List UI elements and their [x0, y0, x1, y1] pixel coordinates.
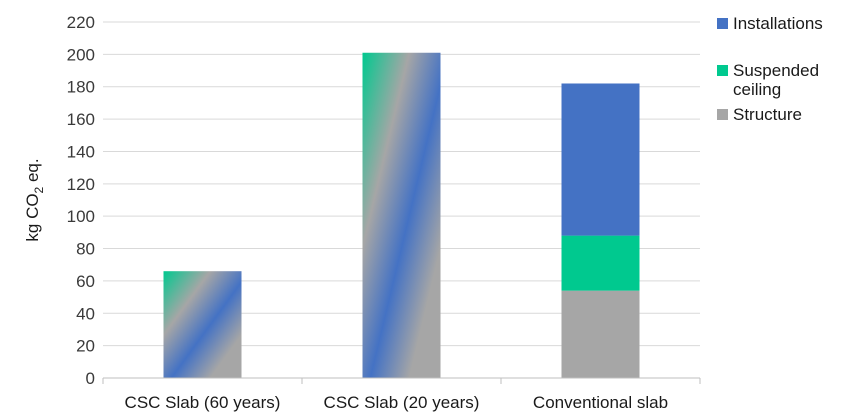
y-tick-label: 200: [67, 45, 95, 64]
bar-segment-installations: [561, 83, 640, 236]
legend-label: Structure: [733, 105, 802, 124]
y-tick-label: 60: [76, 272, 95, 291]
legend-label-line: Suspended: [733, 61, 819, 80]
bar-segment-structure: [163, 271, 242, 378]
legend-label: Suspended ceiling: [733, 61, 819, 99]
x-axis: [102, 377, 701, 384]
y-tick-label: 20: [76, 337, 95, 356]
y-tick-label: 40: [76, 304, 95, 323]
bars: [163, 52, 640, 378]
category-label: CSC Slab (20 years): [324, 393, 480, 412]
legend-label: Installations: [733, 14, 823, 33]
y-tick-label: 120: [67, 175, 95, 194]
legend-swatch: [717, 65, 728, 76]
legend-label-line: ceiling: [733, 80, 781, 99]
legend-label-line: Installations: [733, 14, 823, 33]
legend-swatch: [717, 109, 728, 120]
legend-label-line: Structure: [733, 105, 802, 124]
y-tick-label: 140: [67, 142, 95, 161]
category-labels: CSC Slab (60 years) CSC Slab (20 years) Co…: [125, 393, 669, 412]
bar-segment-suspended-ceiling: [561, 235, 640, 291]
y-tick-labels: 0 20 40 60 80 100 120 140 160 180 200 220: [67, 13, 95, 388]
y-axis-label-subscript: 2: [32, 186, 46, 193]
y-tick-label: 160: [67, 110, 95, 129]
bar-segment-structure: [362, 52, 441, 378]
legend-swatch: [717, 18, 728, 29]
legend: Installations Suspended ceiling Structure: [717, 14, 823, 124]
bar-segment-structure: [561, 290, 640, 378]
category-label: CSC Slab (60 years): [125, 393, 281, 412]
y-tick-label: 80: [76, 240, 95, 259]
y-tick-label: 0: [86, 369, 95, 388]
y-axis-label: kg CO2 eq.: [23, 158, 46, 241]
category-label: Conventional slab: [533, 393, 668, 412]
y-tick-label: 100: [67, 207, 95, 226]
y-axis-label-main: kg CO: [23, 193, 42, 241]
y-tick-label: 180: [67, 78, 95, 97]
y-axis-label-unit: eq.: [23, 158, 42, 186]
y-tick-label: 220: [67, 13, 95, 32]
